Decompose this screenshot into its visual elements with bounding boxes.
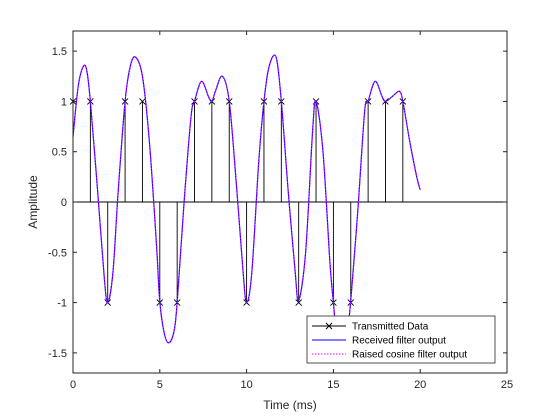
y-axis-label: Amplitude: [26, 175, 40, 229]
transmitted-marker: [295, 299, 302, 306]
axes-box: [72, 30, 508, 374]
received-filter-output-line: [72, 54, 421, 354]
legend-label-raised-cosine: Raised cosine filter output: [352, 350, 467, 361]
y-tick-label: 0: [61, 197, 67, 209]
legend-label-transmitted: Transmitted Data: [352, 322, 429, 333]
x-tick-label: 5: [157, 379, 163, 391]
legend-label-received: Received filter output: [352, 336, 446, 347]
y-tick-label: -1.5: [48, 348, 67, 360]
legend: Transmitted Data Received filter output …: [306, 315, 496, 364]
legend-marker-transmitted: [325, 322, 333, 330]
y-tick-label: 1: [61, 96, 67, 108]
x-tick-label: 15: [327, 379, 339, 391]
y-tick-label: 1.5: [52, 46, 67, 58]
x-tick-label: 20: [414, 379, 426, 391]
transmitted-marker: [139, 98, 146, 105]
x-tick-label: 0: [70, 379, 76, 391]
y-tick-label: -0.5: [48, 247, 67, 259]
y-tick-label: -1: [57, 298, 67, 310]
x-tick-label: 10: [240, 379, 252, 391]
y-tick-label: 0.5: [52, 147, 67, 159]
x-tick-label: 25: [501, 379, 513, 391]
x-axis-label: Time (ms): [263, 398, 317, 412]
